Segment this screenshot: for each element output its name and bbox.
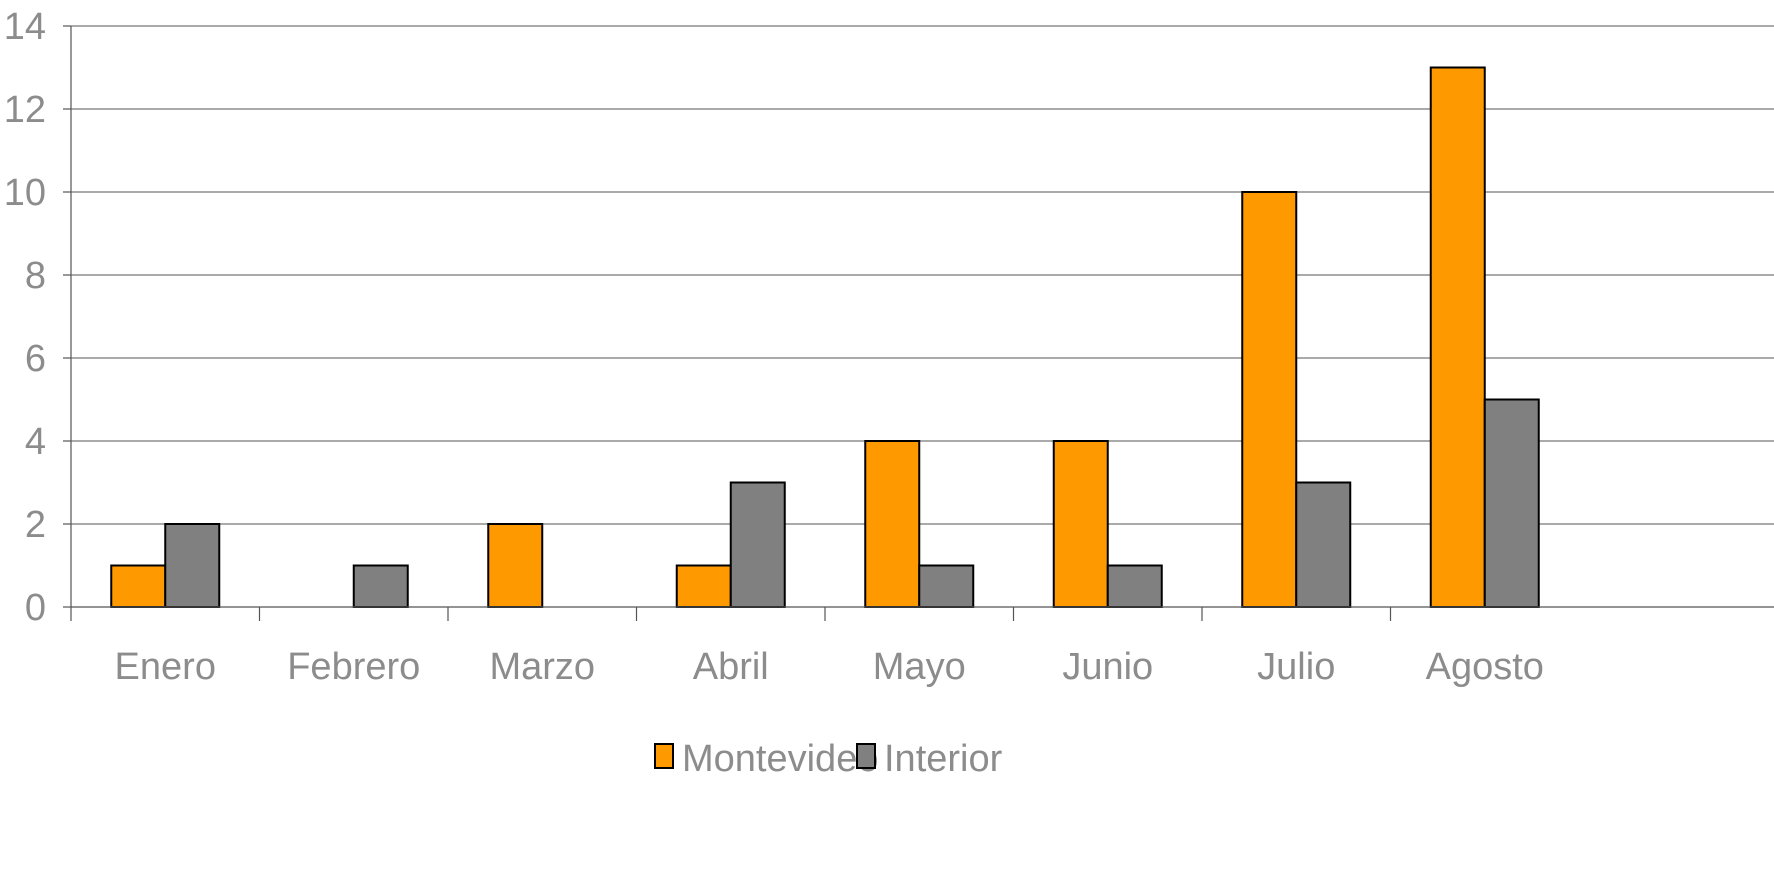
- y-tick-label: 6: [25, 338, 46, 380]
- bar-montevideo-abril: [675, 564, 732, 608]
- legend-swatch-interior: [856, 743, 876, 769]
- axis-layer: [63, 25, 1774, 621]
- grid-layer: [71, 25, 1774, 525]
- bar-montevideo-enero: [110, 564, 167, 608]
- x-category-label: Junio: [1062, 646, 1153, 688]
- y-tick-label: 10: [4, 172, 46, 214]
- x-category-label: Marzo: [489, 646, 595, 688]
- y-tick-label: 12: [4, 89, 46, 131]
- bar-interior-enero: [164, 523, 221, 608]
- x-category-label: Julio: [1257, 646, 1335, 688]
- y-tick-label: 14: [4, 6, 46, 48]
- x-category-label: Mayo: [873, 646, 966, 688]
- bar-montevideo-agosto: [1429, 66, 1486, 608]
- bar-interior-julio: [1295, 481, 1352, 608]
- bar-interior-mayo: [918, 564, 975, 608]
- bar-layer: [110, 66, 1540, 608]
- label-layer: 0 2 4 6 8 10 12 14 Enero Febrero Marzo Abril Mayo Jun…: [4, 6, 1544, 688]
- y-tick-label: 2: [25, 504, 46, 546]
- bar-montevideo-marzo: [487, 523, 544, 608]
- x-category-label: Abril: [693, 646, 769, 688]
- x-category-label: Agosto: [1426, 646, 1544, 688]
- legend-label-montevideo: Montevideo: [682, 738, 878, 780]
- bar-montevideo-mayo: [864, 440, 921, 608]
- x-category-label: Febrero: [287, 646, 420, 688]
- y-tick-label: 0: [25, 587, 46, 629]
- bar-interior-febrero: [352, 564, 409, 608]
- y-tick-label: 8: [25, 255, 46, 297]
- legend-label-interior: Interior: [884, 738, 1003, 780]
- legend-swatch-montevideo: [654, 743, 674, 769]
- bar-interior-abril: [729, 481, 786, 608]
- bar-interior-junio: [1106, 564, 1163, 608]
- legend: Montevideo Interior: [654, 738, 1003, 780]
- y-tick-label: 4: [25, 421, 46, 463]
- bar-montevideo-julio: [1241, 191, 1298, 608]
- bar-montevideo-junio: [1052, 440, 1109, 608]
- x-category-label: Enero: [115, 646, 216, 688]
- bar-interior-agosto: [1483, 398, 1540, 608]
